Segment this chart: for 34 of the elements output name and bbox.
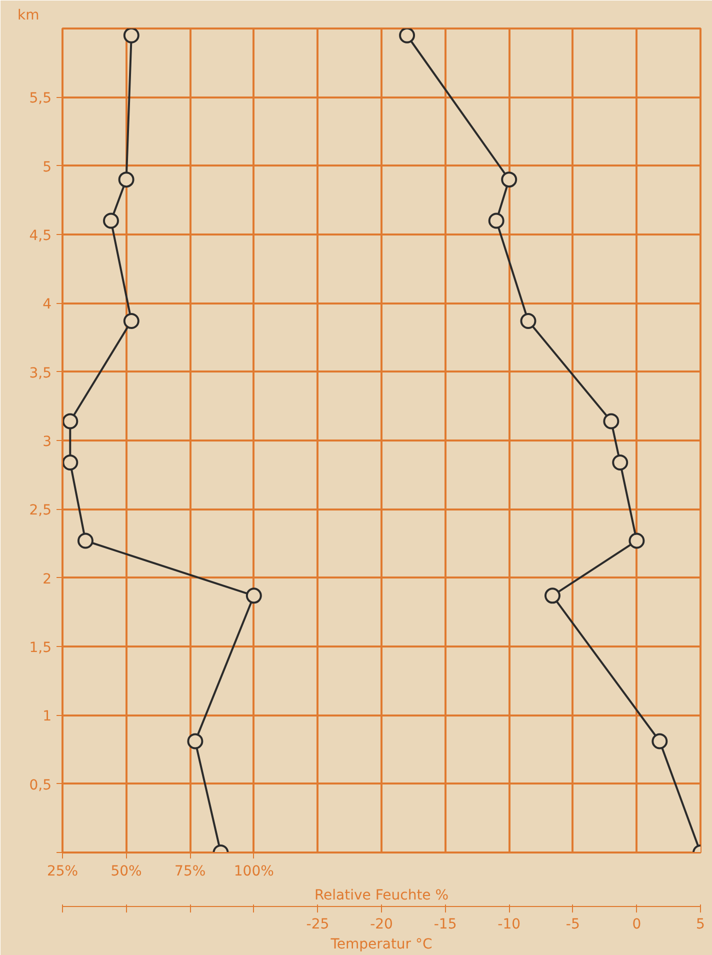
point	[62, 454, 78, 470]
y-tick-label: 1	[42, 708, 52, 725]
x-tick-label: 100%	[234, 864, 274, 880]
x-tick-label: 50%	[110, 864, 142, 880]
point	[62, 413, 78, 430]
x-axis-title: Relative Feuchte %	[314, 888, 449, 904]
point	[246, 588, 262, 604]
point	[118, 172, 134, 188]
y-tick-label: 5,5	[29, 90, 52, 107]
point	[102, 212, 119, 229]
y-tick-label: 3,5	[29, 365, 52, 382]
x2-axis-title: Temperatur °C	[330, 936, 433, 952]
x2-tick-label: -25	[306, 916, 330, 932]
point	[77, 532, 94, 549]
y-tick-label: 4	[42, 296, 52, 313]
x2-tick-label: -5	[566, 916, 580, 932]
x2-tick-label: -15	[434, 916, 457, 932]
x2-tick-label: 5	[696, 916, 705, 932]
x2-tick-label: -20	[370, 916, 393, 932]
y-tick-label: 4,5	[29, 228, 52, 244]
y-tick-label: 5	[42, 159, 52, 176]
point	[123, 313, 140, 330]
point	[123, 28, 140, 44]
x-tick-label: 75%	[174, 864, 206, 880]
y-tick-label: 2	[42, 571, 52, 588]
y-tick-label: 1,5	[29, 640, 52, 656]
x2-tick-label: -10	[498, 916, 521, 932]
y-tick-label: 2,5	[29, 502, 52, 519]
y-axis-title: km	[18, 8, 40, 24]
y-tick-label: 0,5	[29, 777, 52, 794]
x-tick-label: 25%	[46, 864, 78, 880]
point	[187, 733, 204, 750]
x2-tick-label: 0	[632, 916, 642, 932]
y-tick-label: 3	[42, 434, 52, 450]
